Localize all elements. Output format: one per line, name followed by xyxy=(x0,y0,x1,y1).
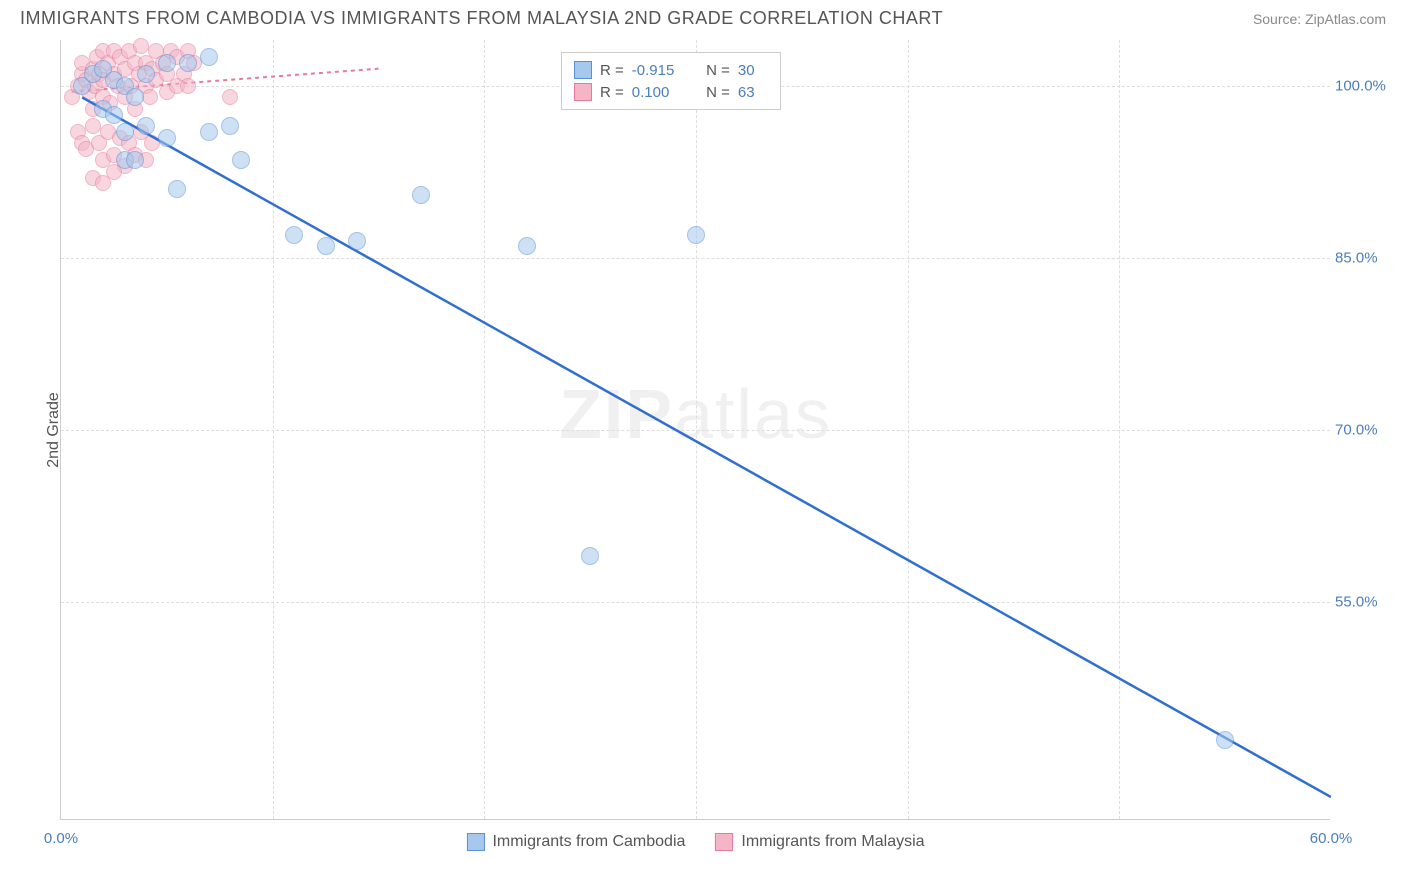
data-point xyxy=(348,232,366,250)
data-point xyxy=(126,151,144,169)
gridline-v xyxy=(484,40,485,819)
data-point xyxy=(158,129,176,147)
data-point xyxy=(168,180,186,198)
data-point xyxy=(581,547,599,565)
data-point xyxy=(105,106,123,124)
gridline-v xyxy=(273,40,274,819)
data-point xyxy=(222,89,238,105)
y-tick-label: 85.0% xyxy=(1335,249,1390,266)
data-point xyxy=(137,117,155,135)
series-legend-item: Immigrants from Malaysia xyxy=(715,833,924,851)
chart-container: ZIPatlas 2nd Grade 100.0%85.0%70.0%55.0%… xyxy=(60,40,1390,860)
data-point xyxy=(137,65,155,83)
series-legend-label: Immigrants from Malaysia xyxy=(741,833,924,851)
x-tick-label: 60.0% xyxy=(1310,830,1353,847)
gridline-v xyxy=(1119,40,1120,819)
stats-legend-row: R =0.100 N =63 xyxy=(574,81,768,103)
data-point xyxy=(142,89,158,105)
data-point xyxy=(180,78,196,94)
data-point xyxy=(179,54,197,72)
gridline-v xyxy=(908,40,909,819)
chart-title: IMMIGRANTS FROM CAMBODIA VS IMMIGRANTS F… xyxy=(20,8,943,29)
data-point xyxy=(116,123,134,141)
data-point xyxy=(200,48,218,66)
stats-legend-row: R =-0.915 N =30 xyxy=(574,59,768,81)
plot-area: ZIPatlas 2nd Grade 100.0%85.0%70.0%55.0%… xyxy=(60,40,1330,820)
data-point xyxy=(412,186,430,204)
data-point xyxy=(133,38,149,54)
y-tick-label: 100.0% xyxy=(1335,77,1390,94)
data-point xyxy=(687,226,705,244)
series-legend: Immigrants from Cambodia Immigrants from … xyxy=(466,833,924,851)
data-point xyxy=(158,54,176,72)
legend-swatch xyxy=(574,83,592,101)
data-point xyxy=(200,123,218,141)
data-point xyxy=(232,151,250,169)
gridline-v xyxy=(696,40,697,819)
series-legend-label: Immigrants from Cambodia xyxy=(492,833,685,851)
y-tick-label: 70.0% xyxy=(1335,422,1390,439)
data-point xyxy=(317,237,335,255)
data-point xyxy=(518,237,536,255)
series-legend-item: Immigrants from Cambodia xyxy=(466,833,685,851)
y-tick-label: 55.0% xyxy=(1335,594,1390,611)
data-point xyxy=(126,88,144,106)
source-attribution: Source: ZipAtlas.com xyxy=(1253,11,1386,27)
legend-swatch xyxy=(715,833,733,851)
legend-swatch xyxy=(574,61,592,79)
legend-swatch xyxy=(466,833,484,851)
data-point xyxy=(1216,731,1234,749)
stats-legend: R =-0.915 N =30R =0.100 N =63 xyxy=(561,52,781,110)
data-point xyxy=(85,118,101,134)
data-point xyxy=(221,117,239,135)
data-point xyxy=(285,226,303,244)
x-tick-label: 0.0% xyxy=(44,830,78,847)
